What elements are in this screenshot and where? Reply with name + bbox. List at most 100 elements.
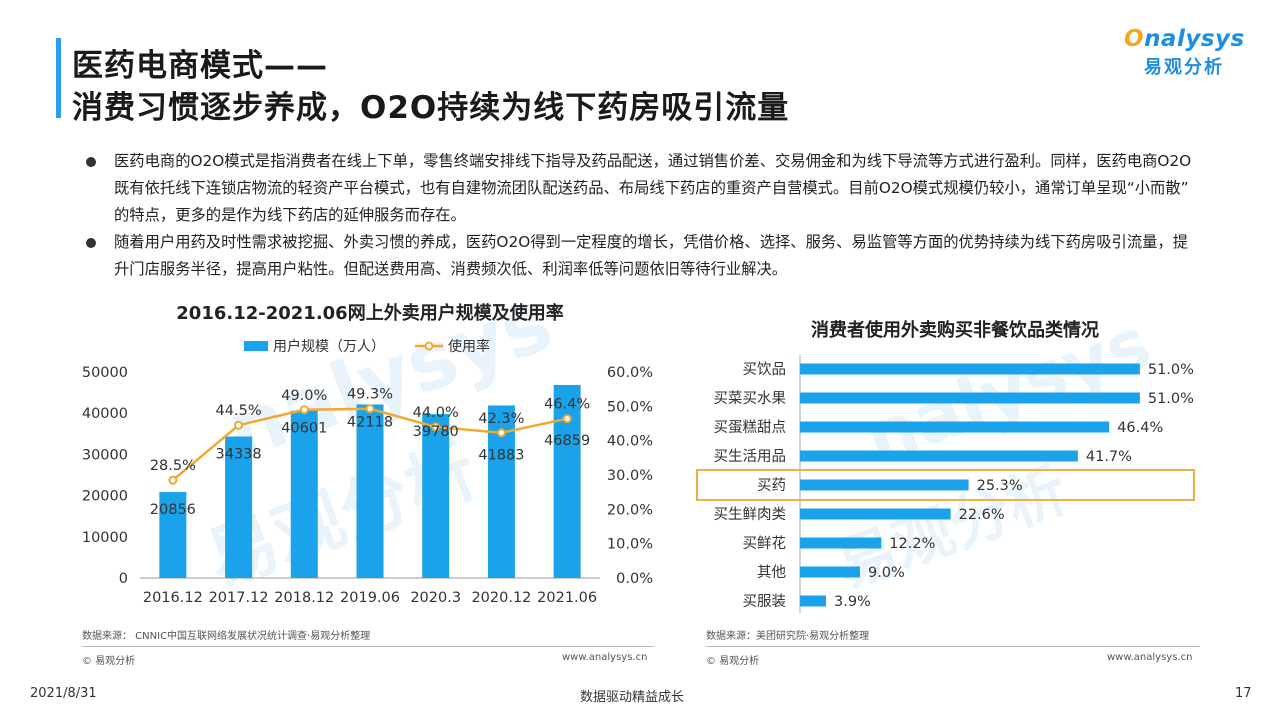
- logo-o-mark: O: [1124, 26, 1145, 52]
- category-bar: [800, 479, 969, 491]
- right-divider: [706, 646, 1200, 647]
- y-left-tick-label: 50000: [82, 365, 128, 381]
- usage-rate-point: [168, 475, 178, 485]
- left-chart-title: 2016.12-2021.06网上外卖用户规模及使用率: [176, 303, 564, 324]
- left-chart-source: 数据来源： CNNIC中国互联网络发展状况统计调查·易观分析整理: [82, 631, 371, 642]
- category-label: 买饮品: [743, 361, 787, 378]
- y-left-tick-label: 20000: [82, 489, 128, 505]
- x-tick-label: 2020.3: [410, 590, 461, 606]
- category-label: 买药: [757, 477, 786, 494]
- x-tick-label: 2020.12: [471, 590, 531, 606]
- usage-rate-point: [562, 414, 572, 424]
- x-tick-label: 2021.06: [537, 590, 597, 606]
- right-chart-title: 消费者使用外卖购买非餐饮品类情况: [811, 320, 1099, 341]
- usage-rate-label: 44.5%: [216, 403, 262, 419]
- category-bar: [800, 450, 1078, 462]
- category-label: 买菜买水果: [714, 390, 787, 407]
- category-label: 其他: [757, 564, 786, 581]
- usage-rate-point: [299, 405, 309, 415]
- x-tick-label: 2016.12: [143, 590, 203, 606]
- usage-rate-point: [234, 420, 244, 430]
- bullet-list: 医药电商的O2O模式是指消费者在线上下单，零售终端安排线下指导及药品配送，通过销…: [82, 148, 1202, 283]
- legend-label: 使用率: [448, 338, 490, 355]
- usage-rate-point: [365, 404, 375, 414]
- y-left-tick-label: 10000: [82, 530, 128, 546]
- category-label: 买鲜花: [743, 535, 787, 552]
- right-chart-source: 数据来源：美团研究院·易观分析整理: [706, 631, 870, 642]
- left-copyright: © 易观分析: [82, 656, 136, 667]
- usage-rate-label: 42.3%: [478, 411, 524, 427]
- logo-en-text: nalysys: [1144, 26, 1245, 52]
- bar-user-scale: [553, 384, 581, 578]
- category-value-label: 46.4%: [1117, 420, 1163, 436]
- category-bar: [800, 392, 1140, 404]
- bar-user-scale: [422, 414, 450, 578]
- y-left-tick-label: 30000: [82, 447, 128, 463]
- page-title-line-1: 医药电商模式——: [72, 48, 328, 84]
- x-tick-label: 2018.12: [274, 590, 334, 606]
- footer-slogan: 数据驱动精益成长: [580, 690, 685, 705]
- page-number: 17: [1235, 686, 1252, 701]
- footer-date: 2021/8/31: [30, 686, 97, 701]
- category-label: 买蛋糕甜点: [714, 419, 787, 436]
- category-bar: [800, 508, 951, 520]
- bar-value-label: 20856: [150, 502, 196, 518]
- left-divider: [82, 646, 654, 647]
- category-value-label: 22.6%: [959, 507, 1005, 523]
- highlight-box: [696, 469, 1195, 501]
- analysys-logo: Onalysys 易观分析: [1124, 26, 1244, 86]
- usage-rate-point: [496, 428, 506, 438]
- bar-user-scale: [159, 492, 187, 578]
- category-bar: [800, 421, 1110, 433]
- y-right-tick-label: 40.0%: [607, 434, 653, 450]
- bar-value-label: 34338: [216, 447, 262, 463]
- usage-rate-label: 28.5%: [150, 458, 196, 474]
- bar-value-label: 40601: [281, 421, 327, 437]
- right-copyright: © 易观分析: [706, 656, 760, 667]
- category-label: 买生活用品: [714, 448, 787, 465]
- category-value-label: 25.3%: [977, 478, 1023, 494]
- legend-swatch-bars: [244, 341, 268, 351]
- category-value-label: 51.0%: [1148, 362, 1194, 378]
- left-website: www.analysys.cn: [562, 652, 648, 663]
- right-website: www.analysys.cn: [1107, 652, 1193, 663]
- usage-rate-label: 44.0%: [413, 405, 459, 421]
- category-value-label: 41.7%: [1086, 449, 1132, 465]
- category-label: 买生鲜肉类: [714, 506, 787, 523]
- bar-user-scale: [290, 410, 318, 578]
- legend-marker: [424, 341, 434, 351]
- bar-value-label: 46859: [544, 433, 590, 449]
- usage-rate-point: [431, 422, 441, 432]
- category-value-label: 9.0%: [868, 565, 905, 581]
- y-right-tick-label: 30.0%: [607, 468, 653, 484]
- category-value-label: 51.0%: [1148, 391, 1194, 407]
- y-left-tick-label: 40000: [82, 406, 128, 422]
- y-right-tick-label: 20.0%: [607, 502, 653, 518]
- logo-cn-text: 易观分析: [1144, 57, 1224, 78]
- y-right-tick-label: 10.0%: [607, 537, 653, 553]
- bar-value-label: 42118: [347, 414, 393, 430]
- bar-value-label: 39780: [413, 424, 459, 440]
- x-tick-label: 2019.06: [340, 590, 400, 606]
- category-value-label: 3.9%: [834, 594, 871, 610]
- y-right-tick-label: 60.0%: [607, 365, 653, 381]
- bar-user-scale: [225, 436, 253, 578]
- x-tick-label: 2017.12: [209, 590, 269, 606]
- category-label: 买服装: [743, 593, 787, 610]
- bullet-item: 医药电商的O2O模式是指消费者在线上下单，零售终端安排线下指导及药品配送，通过销…: [82, 148, 1202, 229]
- y-left-tick-label: 0: [119, 571, 128, 587]
- bullet-item: 随着用户用药及时性需求被挖掘、外卖习惯的养成，医药O2O得到一定程度的增长，凭借…: [82, 229, 1202, 283]
- category-bar: [800, 363, 1140, 375]
- category-bar: [800, 595, 826, 607]
- bar-value-label: 41883: [478, 447, 524, 463]
- usage-rate-label: 49.0%: [281, 388, 327, 404]
- bar-user-scale: [356, 404, 384, 578]
- page-title-line-2: 消费习惯逐步养成，O2O持续为线下药房吸引流量: [72, 90, 790, 126]
- category-bar: [800, 566, 860, 578]
- title-accent-bar: [56, 38, 61, 118]
- usage-rate-label: 49.3%: [347, 387, 393, 403]
- legend-label: 用户规模（万人）: [273, 338, 385, 355]
- category-bar: [800, 537, 882, 549]
- y-right-tick-label: 0.0%: [616, 571, 653, 587]
